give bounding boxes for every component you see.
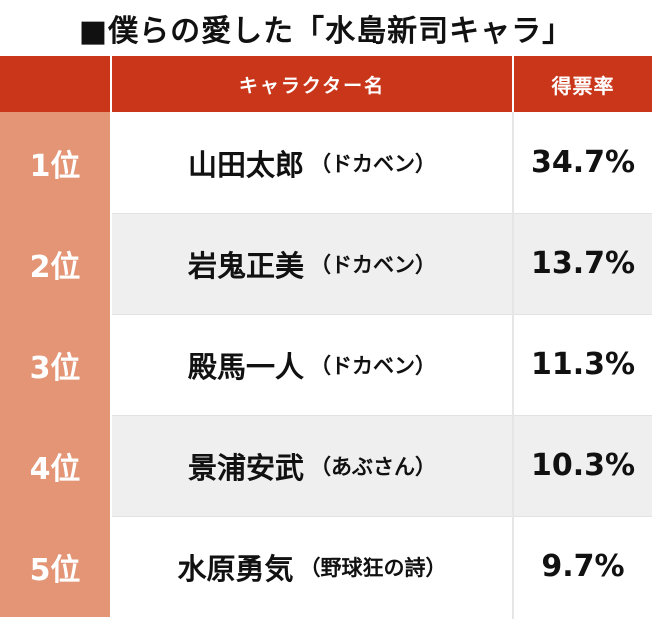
header-rank-cell xyxy=(0,56,110,112)
character-cell: 山田太郎 （ドカベン） xyxy=(112,112,512,213)
column-divider xyxy=(512,112,514,619)
character-cell: 岩鬼正美 （ドカベン） xyxy=(112,213,512,314)
character-name: 山田太郎 xyxy=(187,147,304,182)
table-row: 3位 殿馬一人 （ドカベン） 11.3% xyxy=(0,314,652,415)
page-title: ■僕らの愛した「水島新司キャラ」 xyxy=(78,14,574,49)
rank-cell: 2位 xyxy=(0,213,110,314)
row-divider xyxy=(112,415,652,416)
character-cell: 水原勇気 （野球狂の詩） xyxy=(112,516,512,617)
table-row: 2位 岩鬼正美 （ドカベン） 13.7% xyxy=(0,213,652,314)
work-title: （あぶさん） xyxy=(310,454,436,479)
character-cell: 景浦安武 （あぶさん） xyxy=(112,415,512,516)
header-name-label: キャラクター名 xyxy=(112,56,512,112)
rank-cell: 5位 xyxy=(0,516,110,617)
vote-rate: 11.3% xyxy=(530,347,636,382)
ranking-table: キャラクター名 得票率 1位 山田太郎 （ドカベン） 34.7% 2位 岩鬼正美… xyxy=(0,56,652,619)
character-name: 景浦安武 xyxy=(187,450,304,485)
work-title: （ドカベン） xyxy=(310,353,436,378)
rank-cell: 1位 xyxy=(0,112,110,213)
work-title: （ドカベン） xyxy=(310,252,436,277)
table-row: 1位 山田太郎 （ドカベン） 34.7% xyxy=(0,112,652,213)
rank-cell: 3位 xyxy=(0,314,110,415)
vote-rate: 9.7% xyxy=(541,549,625,584)
character-cell: 殿馬一人 （ドカベン） xyxy=(112,314,512,415)
rank-cell: 4位 xyxy=(0,415,110,516)
vote-rate: 13.7% xyxy=(514,213,652,314)
header-rate-label: 得票率 xyxy=(514,56,652,112)
work-title: （ドカベン） xyxy=(310,151,436,176)
row-divider xyxy=(112,213,652,214)
table-row: 4位 景浦安武 （あぶさん） 10.3% xyxy=(0,415,652,516)
table-row: 5位 水原勇気 （野球狂の詩） 9.7% xyxy=(0,516,652,617)
vote-rate: 10.3% xyxy=(514,415,652,516)
character-name: 水原勇気 xyxy=(177,551,294,586)
character-name: 岩鬼正美 xyxy=(187,248,304,283)
work-title: （野球狂の詩） xyxy=(299,555,447,580)
row-divider xyxy=(112,516,652,517)
character-name: 殿馬一人 xyxy=(187,349,304,384)
vote-rate: 34.7% xyxy=(530,145,636,180)
row-divider xyxy=(112,314,652,315)
